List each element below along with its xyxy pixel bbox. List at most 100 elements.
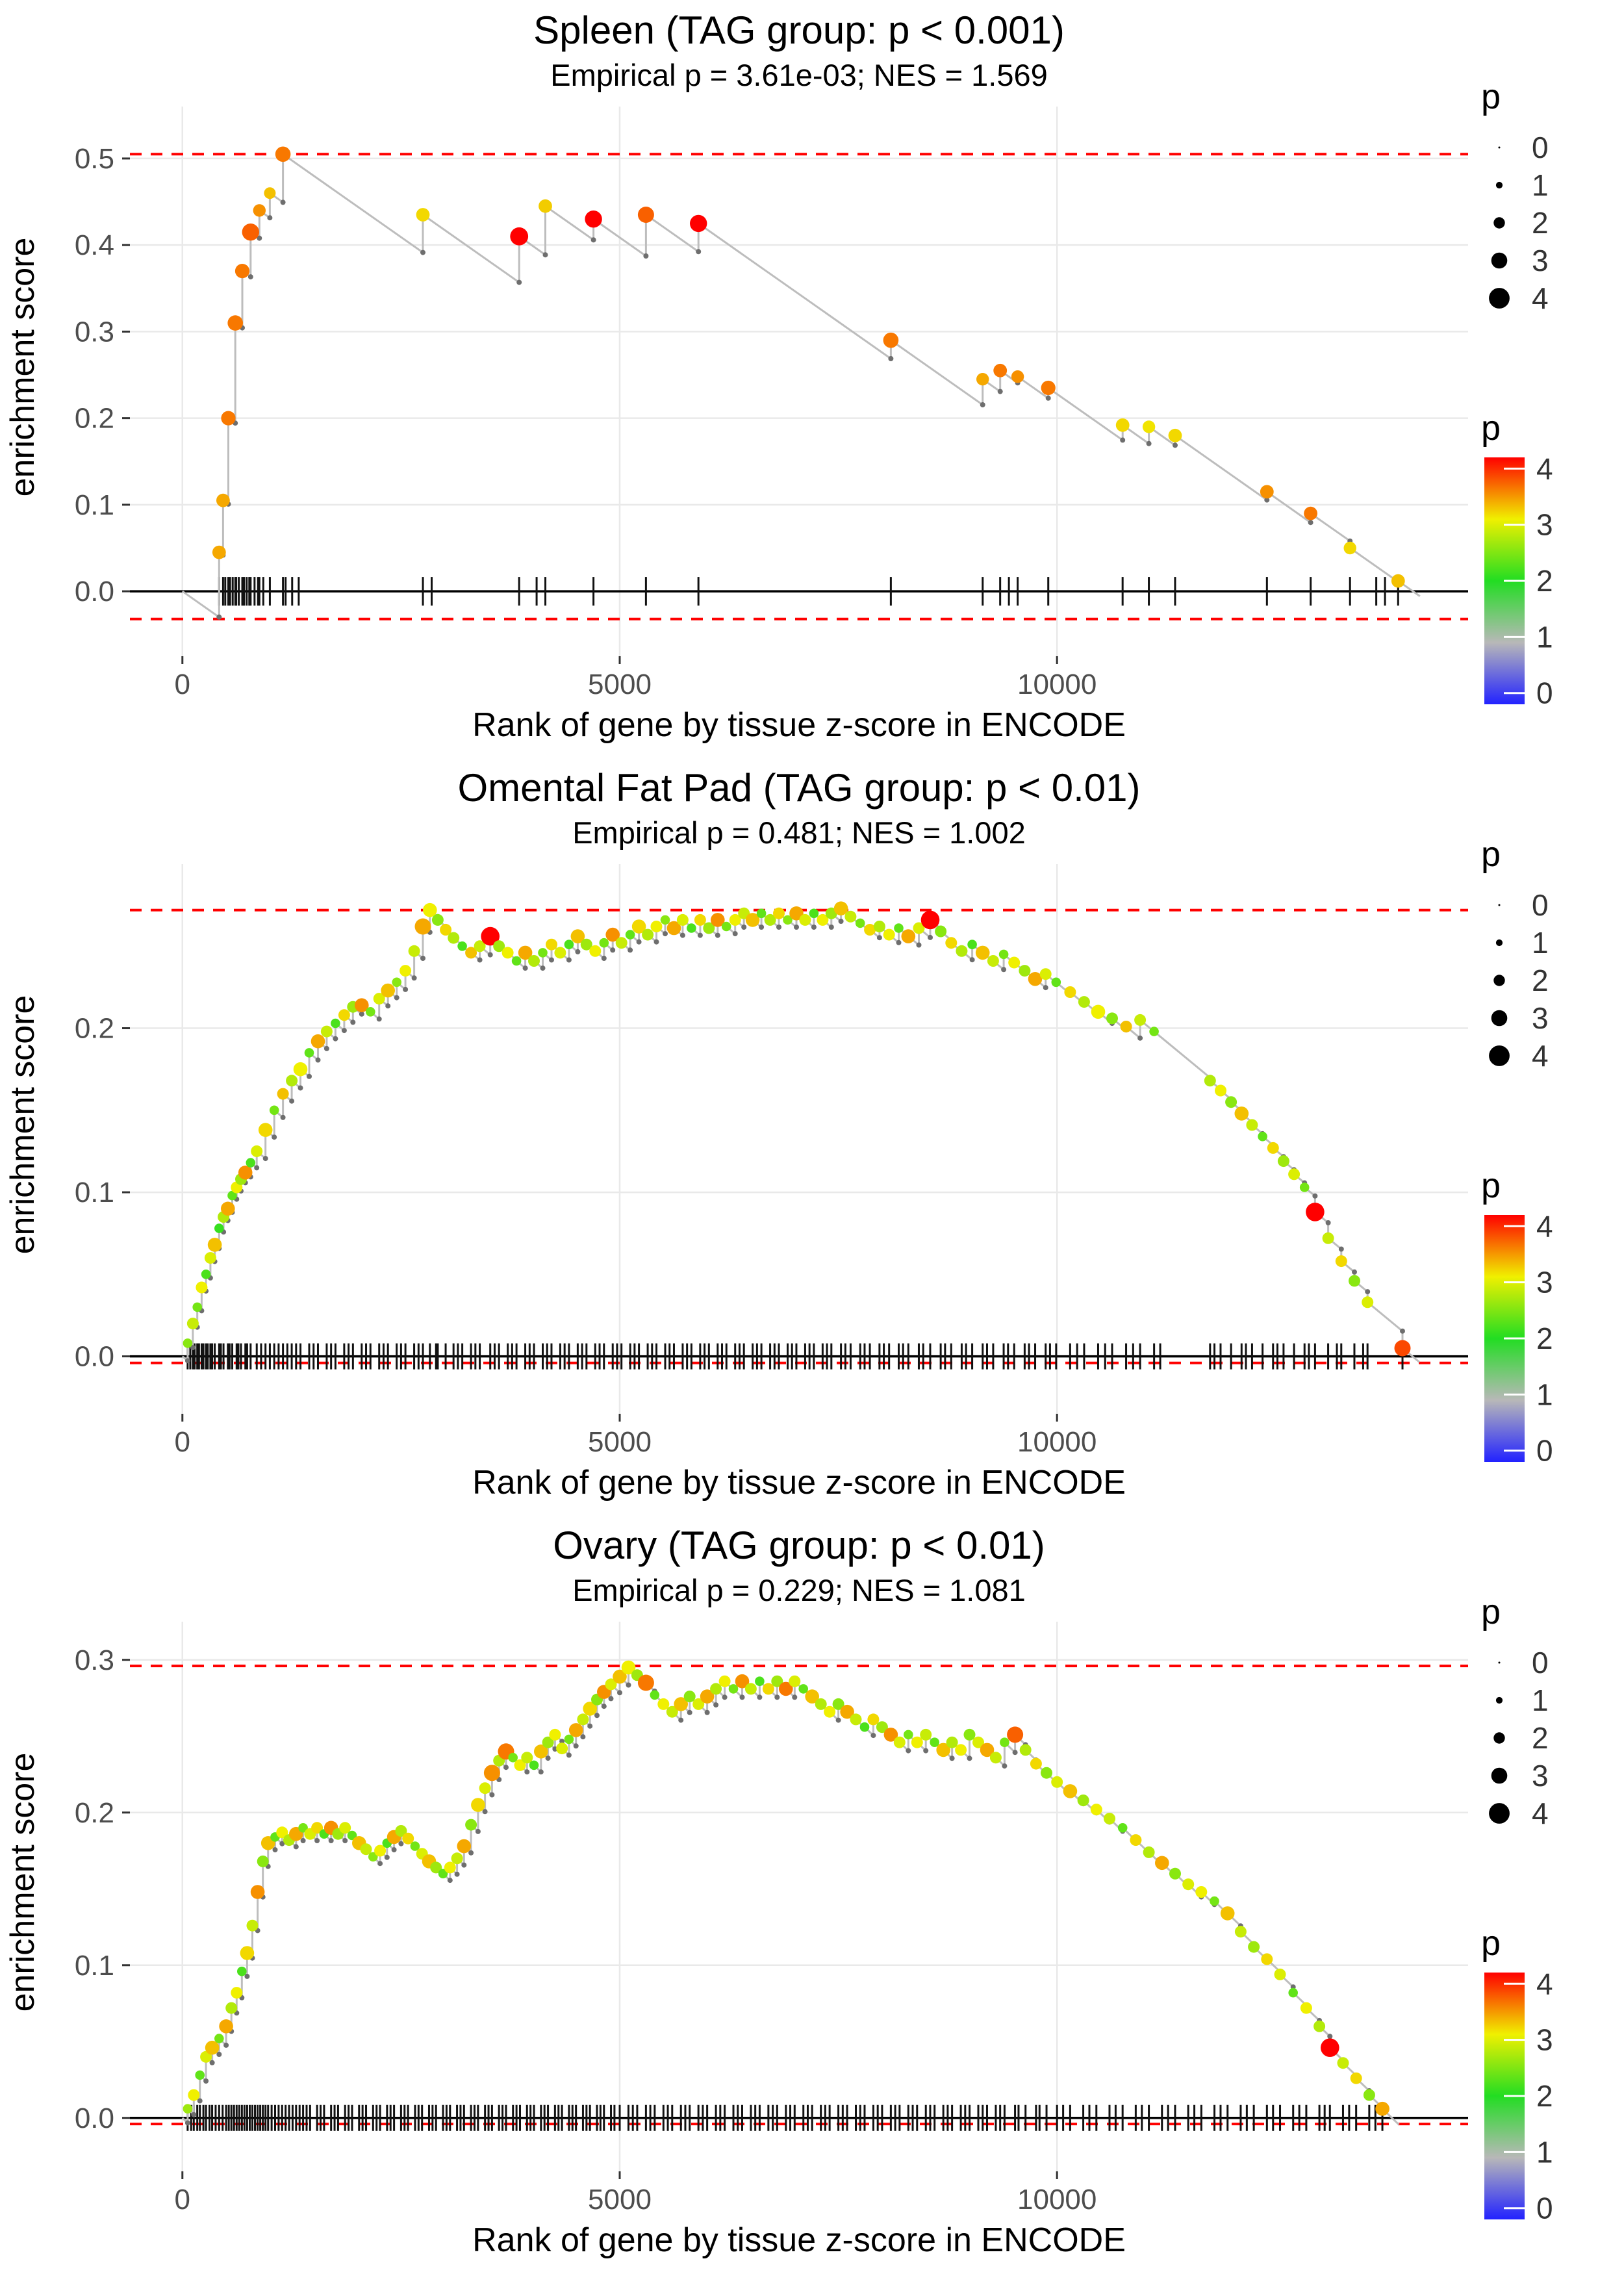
gene-point [621,1660,636,1674]
y-tick-label: 0.3 [75,316,114,348]
gene-point [1106,1012,1118,1025]
dip-markers [184,913,1405,1363]
size-legend-dot [1498,1661,1501,1664]
gene-point [339,1821,351,1833]
dip-dot [1146,441,1152,446]
gene-point [1041,1767,1052,1779]
gene-point [1011,370,1024,383]
gene-point [479,1782,491,1794]
dip-dot [411,975,417,980]
size-legend-label: 0 [1532,888,1549,922]
gene-point [501,947,514,959]
y-axis: 0.0 0.1 0.2 [75,1012,130,1372]
y-tick-label: 0.1 [75,489,114,521]
dip-dot [461,1862,467,1868]
gene-point [250,1884,265,1899]
gene-point [589,945,602,957]
dip-dot [184,1357,190,1363]
dip-dot [280,199,286,205]
gene-point [1142,420,1156,433]
dip-dot [811,924,817,930]
gene-point [570,928,585,943]
color-legend: p 4 3 2 1 0 [1481,1166,1553,1468]
x-tick-label: 10000 [1017,1426,1097,1458]
gridlines [130,863,1468,1414]
gene-point [331,1018,340,1028]
dip-dot [653,939,659,945]
dip-dot [1045,395,1051,401]
y-tick-label: 0.2 [75,1012,114,1044]
gene-point [528,954,540,967]
gene-point [186,1317,199,1329]
y-tick-label: 0.0 [75,2102,114,2134]
dip-dot [328,1837,334,1843]
gene-point [212,545,226,559]
dip-dot [739,1694,745,1700]
dip-dot [184,2120,190,2126]
gene-point [400,964,412,977]
color-legend-label: 2 [1536,564,1553,598]
size-legend-dot [1491,1010,1508,1027]
gene-point [1288,1168,1300,1180]
dip-dot [280,1114,286,1120]
gene-point [799,913,811,926]
gene-point [511,956,522,965]
y-axis-label: enrichment score [4,995,42,1255]
panel-title: Ovary (TAG group: p < 0.01) [553,1524,1045,1567]
dip-dot [741,924,747,930]
gene-point [546,938,557,951]
gene-point [1306,1202,1325,1221]
gene-point [465,947,477,959]
gene-point [1260,485,1274,498]
gene-point [735,1674,750,1689]
x-axis-label: Rank of gene by tissue z-score in ENCODE [472,2221,1126,2259]
gene-point [809,908,819,918]
dip-dot [247,274,253,279]
gene-point [1343,541,1356,554]
color-legend-label: 0 [1536,676,1553,710]
enrichment-line [181,1665,1400,2125]
gene-point [1195,1885,1208,1898]
size-legend-label: 3 [1532,1001,1549,1035]
size-legend-dot [1495,1696,1503,1704]
gene-point [690,214,707,232]
gene-point [1064,986,1076,998]
gene-point [471,1797,485,1812]
size-legend-title: p [1481,835,1501,874]
gene-point [1225,1095,1237,1108]
y-tick-label: 0.1 [75,1177,114,1208]
gene-point [510,227,529,246]
gene-point [1277,1155,1289,1167]
dip-dot [594,1712,600,1718]
gene-point [269,1105,279,1115]
gene-point [237,1966,247,1976]
dip-dot [792,1694,798,1700]
dip-dot [503,1764,509,1770]
y-tick-label: 0.1 [75,1949,114,1981]
color-legend-label: 1 [1536,1377,1553,1411]
gene-point [1210,1896,1219,1906]
gene-point [1337,2056,1349,2069]
color-legend-label: 4 [1536,1967,1553,2000]
gene-point [1349,1275,1360,1287]
gridlines [130,1621,1468,2171]
size-legend-label: 0 [1532,131,1549,164]
color-legend-label: 2 [1536,1322,1553,1355]
dip-dot [272,1846,278,1852]
dip-dot [696,248,702,254]
dip-dot [757,1694,763,1700]
gene-point [904,1730,913,1739]
dip-dot [350,1019,356,1025]
gene-point [355,998,369,1012]
dip-dot [298,1085,303,1091]
panel-spleen: Spleen (TAG group: p < 0.001) Empirical … [0,0,1624,758]
gene-point [251,1145,263,1157]
dip-dot [1002,1763,1008,1769]
size-legend: p0 1 2 3 4 [1481,77,1549,315]
gene-point [599,938,609,948]
gene-point [1204,1074,1216,1086]
gene-point [1234,1106,1249,1121]
gene-point [195,2070,205,2080]
gene-point [298,1822,308,1833]
x-axis-label: Rank of gene by tissue z-score in ENCODE [472,706,1126,744]
